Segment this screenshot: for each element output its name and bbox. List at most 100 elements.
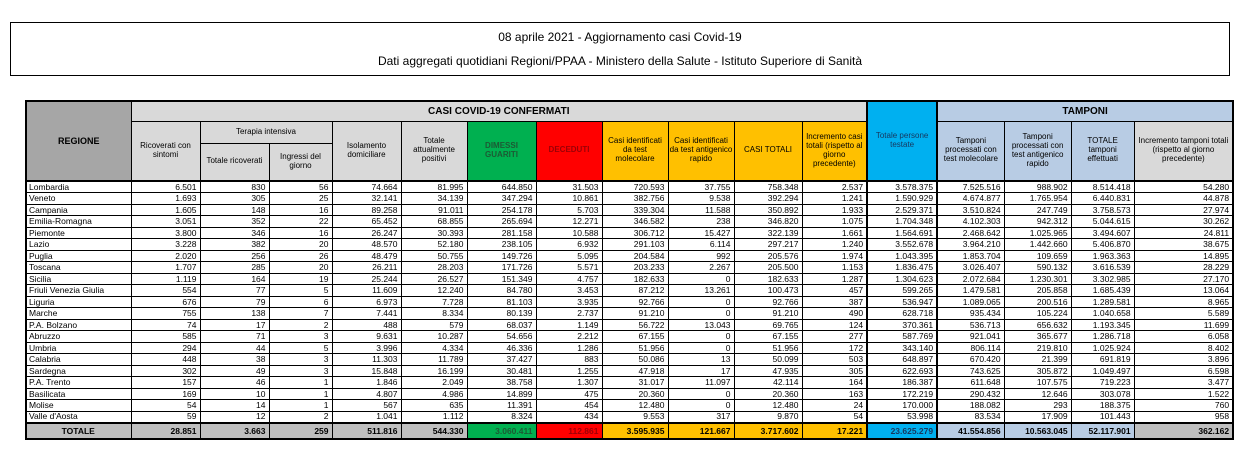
value-cell: 743.625	[936, 364, 1005, 377]
region-row: Basilicata 169 10 1 4.807 4.986 14.899 475 20.36…	[25, 387, 1234, 400]
value-cell: 1.707	[130, 261, 201, 274]
value-cell: 2	[268, 410, 333, 423]
value-cell: 44.878	[1133, 192, 1234, 205]
value-cell: 69.765	[733, 318, 803, 331]
value-cell: 47.918	[601, 364, 669, 377]
total-cell: 17.221	[801, 422, 868, 439]
value-cell: 303.078	[1070, 387, 1135, 400]
value-cell: 22	[268, 215, 333, 228]
value-cell: 19	[268, 272, 333, 285]
value-cell: 53.998	[866, 410, 938, 423]
value-cell: 169	[130, 387, 201, 400]
value-cell: 7	[268, 307, 333, 320]
value-cell: 8.402	[1133, 341, 1234, 354]
value-cell: 7.441	[331, 307, 402, 320]
region-row: Calabria 448 38 3 11.303 11.789 37.427 883 50.08…	[25, 353, 1234, 366]
value-cell: 1.049.497	[1070, 364, 1135, 377]
value-cell: 1.193.345	[1070, 318, 1135, 331]
value-cell: 1.149	[535, 318, 603, 331]
value-cell: 157	[130, 376, 201, 389]
value-cell: 387	[801, 295, 868, 308]
value-cell: 219.810	[1003, 341, 1072, 354]
value-cell: 51.956	[601, 341, 669, 354]
total-cell: 511.816	[331, 422, 402, 439]
value-cell: 3.302.985	[1070, 272, 1135, 285]
value-cell: 5	[268, 341, 333, 354]
value-cell: 12.646	[1003, 387, 1072, 400]
value-cell: 7.525.516	[936, 180, 1005, 193]
value-cell: 124	[801, 318, 868, 331]
value-cell: 8.334	[400, 307, 468, 320]
value-cell: 4.757	[535, 272, 603, 285]
region-name: Umbria	[25, 341, 132, 354]
value-cell: 3.996	[331, 341, 402, 354]
value-cell: 27.170	[1133, 272, 1234, 285]
total-cell: 121.667	[667, 422, 735, 439]
value-cell: 587.769	[866, 330, 938, 343]
total-cell: 41.554.856	[936, 422, 1005, 439]
value-cell: 488	[331, 318, 402, 331]
value-cell: 670.420	[936, 353, 1005, 366]
region-name: Veneto	[25, 192, 132, 205]
value-cell: 3.800	[130, 226, 201, 239]
value-cell: 2.267	[667, 261, 735, 274]
value-cell: 77	[199, 284, 270, 297]
value-cell: 1.605	[130, 203, 201, 216]
value-cell: 54	[130, 399, 201, 412]
value-cell: 188.375	[1070, 399, 1135, 412]
value-cell: 3.552.678	[866, 238, 938, 251]
group-header-terapia-intensiva: Terapia intensiva	[199, 120, 333, 144]
col-header-incremento-casi: Incremento casi totali (rispetto al gior…	[801, 120, 868, 182]
value-cell: 164	[199, 272, 270, 285]
value-cell: 84.780	[466, 284, 537, 297]
value-cell: 644.850	[466, 180, 537, 193]
value-cell: 1.025.965	[1003, 226, 1072, 239]
value-cell: 48.570	[331, 238, 402, 251]
value-cell: 204.584	[601, 249, 669, 262]
value-cell: 91.011	[400, 203, 468, 216]
value-cell: 3.026.407	[936, 261, 1005, 274]
value-cell: 17	[199, 318, 270, 331]
value-cell: 163	[801, 387, 868, 400]
value-cell: 2.737	[535, 307, 603, 320]
value-cell: 503	[801, 353, 868, 366]
value-cell: 188.082	[936, 399, 1005, 412]
value-cell: 1.765.954	[1003, 192, 1072, 205]
region-name: Lazio	[25, 238, 132, 251]
value-cell: 20.360	[733, 387, 803, 400]
value-cell: 52.180	[400, 238, 468, 251]
value-cell: 830	[199, 180, 270, 193]
value-cell: 2.072.684	[936, 272, 1005, 285]
region-name: P.A. Bolzano	[25, 318, 132, 331]
value-cell: 2.212	[535, 330, 603, 343]
report-header: 08 aprile 2021 - Aggiornamento casi Covi…	[10, 22, 1230, 76]
value-cell: 346.820	[733, 215, 803, 228]
value-cell: 921.041	[936, 330, 1005, 343]
value-cell: 3.616.539	[1070, 261, 1135, 274]
value-cell: 74	[130, 318, 201, 331]
value-cell: 205.858	[1003, 284, 1072, 297]
value-cell: 50.086	[601, 353, 669, 366]
value-cell: 4.986	[400, 387, 468, 400]
value-cell: 31.017	[601, 376, 669, 389]
value-cell: 883	[535, 353, 603, 366]
value-cell: 10.287	[400, 330, 468, 343]
value-cell: 290.432	[936, 387, 1005, 400]
value-cell: 91.210	[601, 307, 669, 320]
region-row: Umbria 294 44 5 3.996 4.334 46.336 1.286 51.956 0…	[25, 341, 1234, 354]
col-header-dimessi-guariti: DIMESSI GUARITI	[466, 120, 537, 182]
value-cell: 30.481	[466, 364, 537, 377]
value-cell: 590.132	[1003, 261, 1072, 274]
value-cell: 1	[268, 376, 333, 389]
value-cell: 17	[667, 364, 735, 377]
value-cell: 13.043	[667, 318, 735, 331]
value-cell: 74.664	[331, 180, 402, 193]
region-name: Friuli Venezia Giulia	[25, 284, 132, 297]
value-cell: 247.749	[1003, 203, 1072, 216]
total-row: TOTALE 28.851 3.663 259 511.816 544.330 3.060.…	[25, 422, 1234, 439]
col-header-ingressi-del-giorno: Ingressi del giorno	[268, 142, 333, 182]
total-label: TOTALE	[25, 422, 132, 439]
value-cell: 11.588	[667, 203, 735, 216]
total-cell: 10.563.045	[1003, 422, 1072, 439]
value-cell: 1.025.924	[1070, 341, 1135, 354]
